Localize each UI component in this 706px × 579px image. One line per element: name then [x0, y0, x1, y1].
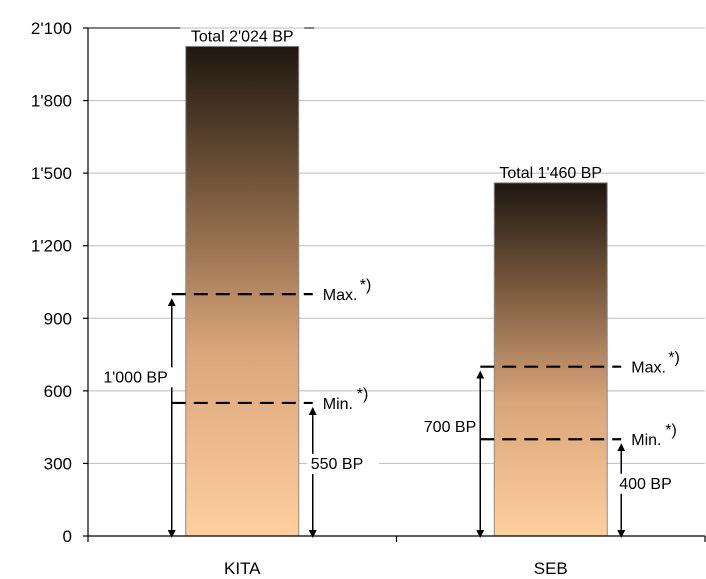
min-label: Min.: [631, 432, 661, 449]
y-tick-label: 600: [44, 382, 72, 401]
max-range-label-bg: [414, 416, 479, 437]
min-range-label: 400 BP: [619, 476, 671, 493]
y-tick-label: 300: [44, 454, 72, 473]
y-tick-label: 1'800: [31, 92, 72, 111]
x-tick-label: SEB: [534, 559, 568, 578]
y-tick-label: 1'500: [31, 164, 72, 183]
bars: [185, 45, 608, 537]
y-tick-label: 2'100: [31, 19, 72, 38]
y-tick-label: 0: [63, 527, 72, 546]
max-label: Max.: [631, 360, 666, 377]
axes: 0 300 600 900 1'200 1'500 1'800 2'100 KITA SEB: [31, 19, 706, 578]
bar-seb: [493, 182, 608, 537]
x-tick-label: KITA: [224, 559, 261, 578]
max-range-label: 1'000 BP: [103, 369, 167, 386]
min-range-label: 550 BP: [311, 456, 363, 473]
y-tick-label: 900: [44, 309, 72, 328]
gridlines: [88, 27, 705, 464]
min-footnote-marker: *): [665, 422, 677, 439]
max-footnote-marker: *): [360, 277, 372, 294]
min-range-label-bg: [615, 473, 688, 494]
max-range-label: 700 BP: [424, 419, 476, 436]
max-footnote-marker: *): [668, 350, 680, 367]
max-range-label-bg: [93, 367, 178, 388]
min-label: Min.: [323, 396, 353, 413]
total-label: Total 2'024 BP: [191, 28, 294, 45]
min-range-label-bg: [306, 453, 379, 474]
y-tick-label: 1'200: [31, 237, 72, 256]
total-label: Total 1'460 BP: [499, 165, 602, 182]
bar-kita: [185, 45, 300, 537]
max-label: Max.: [323, 287, 358, 304]
min-footnote-marker: *): [357, 386, 369, 403]
